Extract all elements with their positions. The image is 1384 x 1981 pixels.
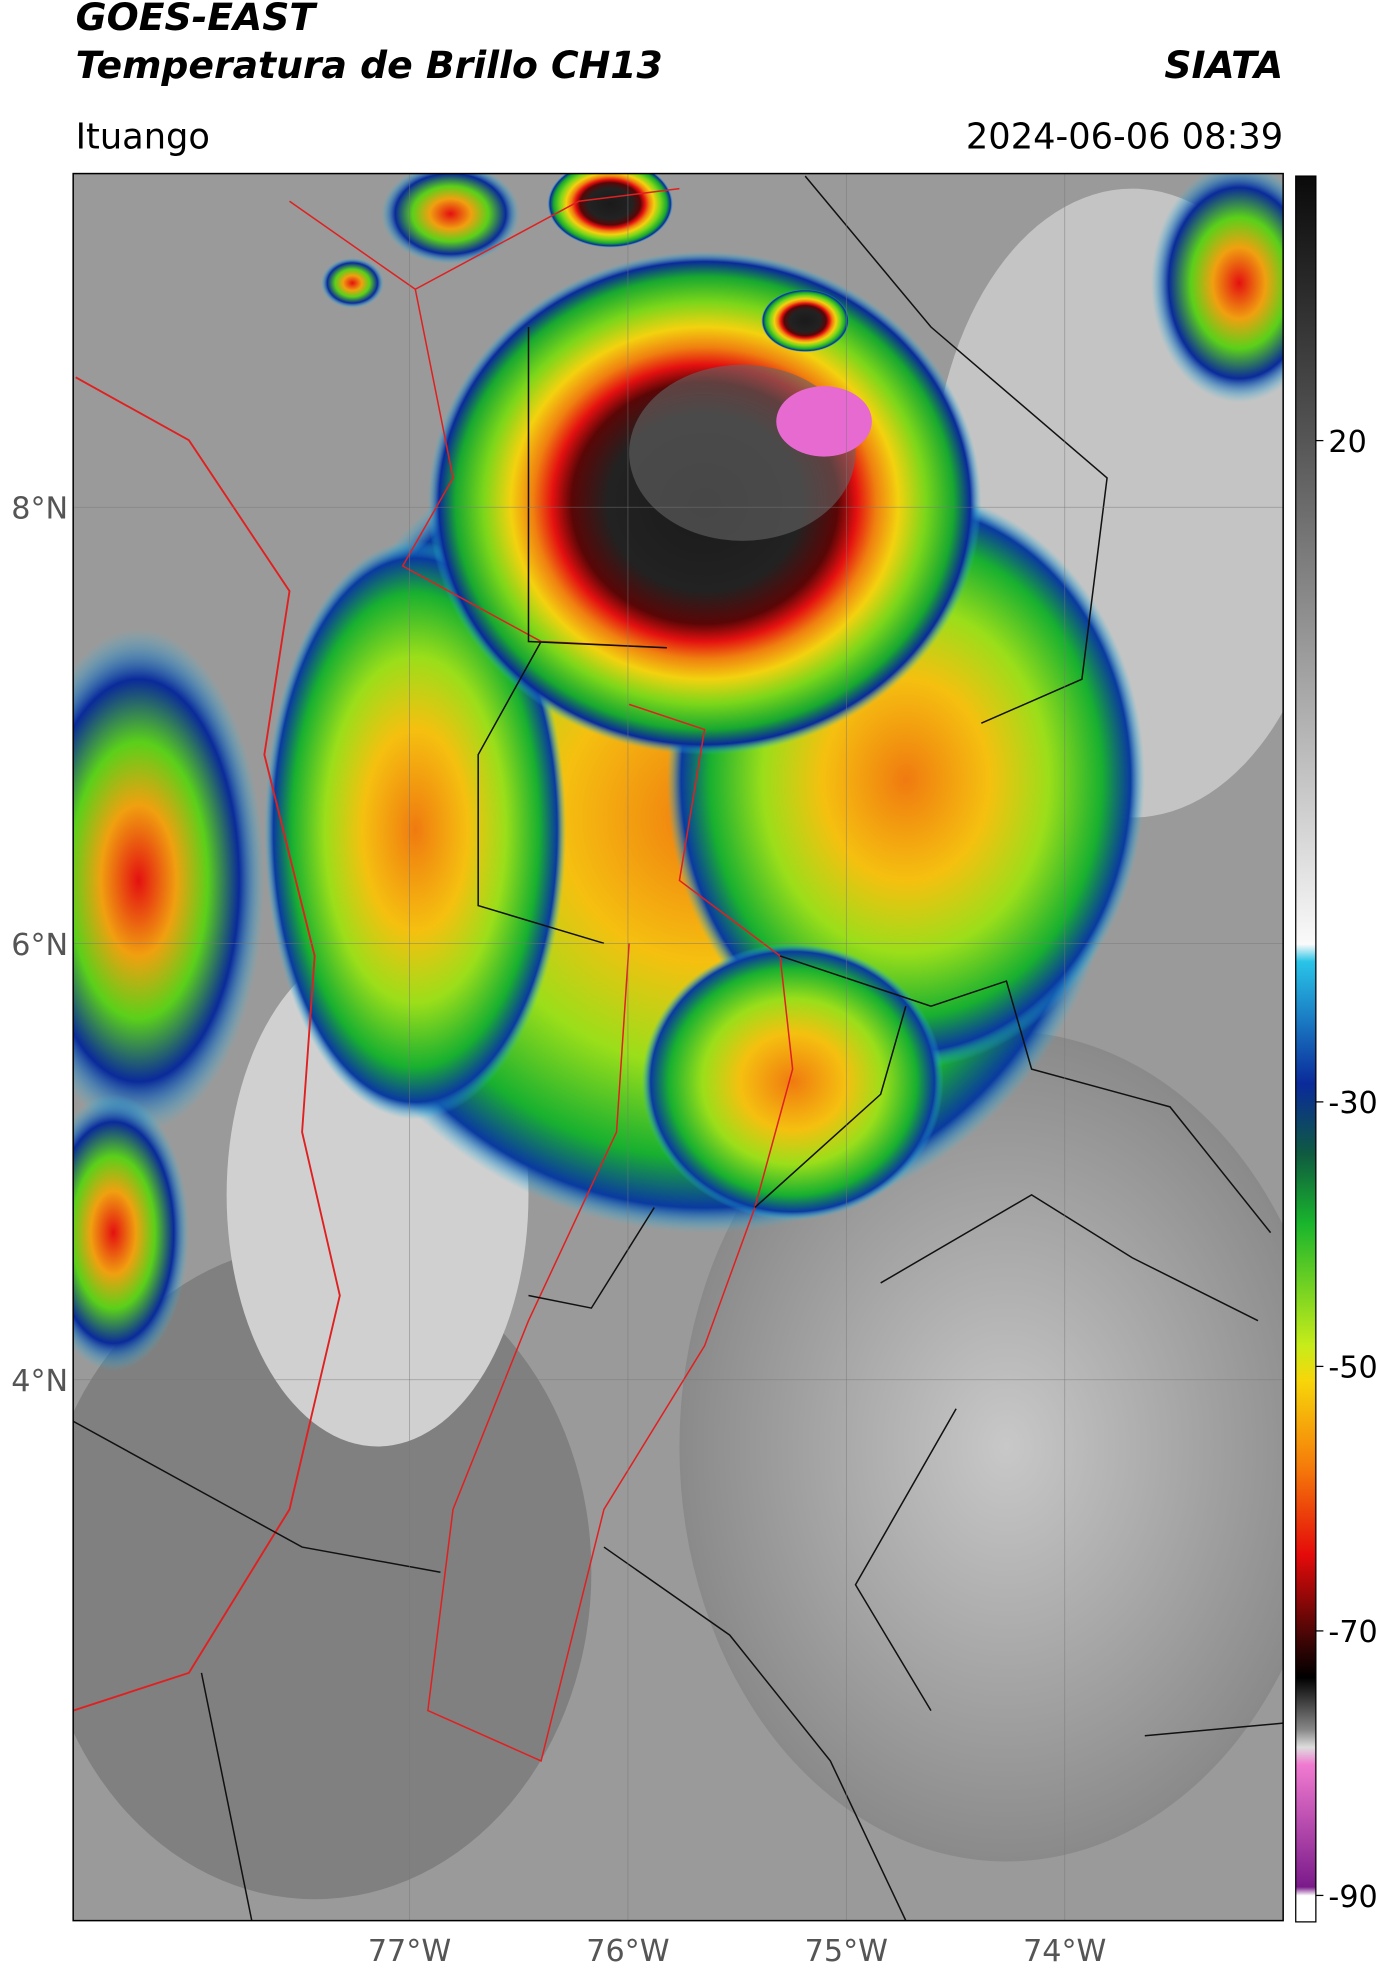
colorbar-axis: 20 -30 -50 -70 -90 <box>1315 425 1378 1915</box>
y-tick-label: 6°N <box>11 928 68 963</box>
overshoot <box>776 386 872 457</box>
datetime: 2024-06-06 08:39 <box>966 116 1283 157</box>
convection <box>641 943 944 1221</box>
graticule <box>73 173 1284 1921</box>
convection <box>547 173 674 248</box>
admin-border <box>73 175 1284 1921</box>
convection <box>73 628 265 1132</box>
y-tick-label: 4°N <box>11 1364 68 1399</box>
cloud <box>73 1245 592 1900</box>
x-tick-label: 75°W <box>805 1934 888 1969</box>
convection <box>381 173 520 265</box>
colorbar-tick-label: -30 <box>1328 1086 1377 1121</box>
satellite-image <box>73 173 1284 1921</box>
coastline <box>73 376 341 1712</box>
colorbar <box>1295 175 1317 1923</box>
convection <box>73 1094 189 1371</box>
location: Ituango <box>76 116 210 157</box>
x-tick-label: 74°W <box>1023 1934 1106 1969</box>
x-tick-label: 76°W <box>586 1934 669 1969</box>
colorbar-tick-label: -70 <box>1328 1615 1377 1650</box>
x-tick-label: 77°W <box>368 1934 451 1969</box>
colorbar-tick-label: -90 <box>1328 1880 1377 1915</box>
y-tick-label: 8°N <box>11 492 68 527</box>
colorbar-tick-label: -50 <box>1328 1351 1377 1386</box>
axes: 77°W 76°W 75°W 74°W 8°N 6°N 4°N <box>11 492 1106 1969</box>
product: Temperatura de Brillo CH13 <box>76 43 663 87</box>
convection <box>761 289 850 353</box>
source: SIATA <box>1164 43 1283 87</box>
map-frame <box>72 172 1284 1922</box>
satellite: GOES-EAST <box>76 0 319 39</box>
convection <box>1151 173 1284 403</box>
cloud <box>679 1031 1284 1862</box>
colorbar-tick-label: 20 <box>1328 425 1366 460</box>
convection <box>264 540 567 1120</box>
convection <box>320 257 384 309</box>
